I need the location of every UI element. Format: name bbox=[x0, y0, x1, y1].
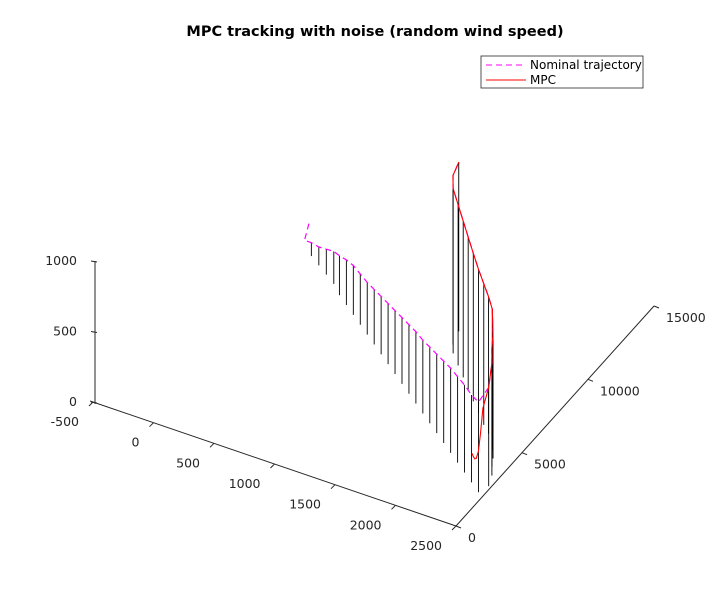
z-tick-label: 500 bbox=[53, 324, 77, 339]
series-line-mpc bbox=[452, 161, 494, 460]
legend-label-nominal-trajectory: Nominal trajectory bbox=[530, 58, 642, 72]
stems-layer bbox=[310, 162, 494, 493]
x-tick-mark bbox=[209, 442, 215, 448]
legend: Nominal trajectory MPC bbox=[480, 55, 644, 89]
x-tick-mark bbox=[451, 525, 457, 531]
x-tick-mark bbox=[391, 504, 396, 510]
series-layer bbox=[303, 161, 494, 460]
series-line-nominal-trajectory bbox=[303, 161, 494, 403]
z-tick-mark bbox=[90, 401, 98, 404]
x-tick-mark bbox=[270, 463, 275, 469]
y-tick-label: 0 bbox=[468, 530, 476, 545]
x-tick-mark bbox=[149, 422, 154, 428]
x-tick-label: 1500 bbox=[289, 497, 321, 512]
x-tick-mark bbox=[330, 484, 336, 490]
y-tick-label: 5000 bbox=[534, 457, 566, 472]
z-tick-mark bbox=[90, 260, 98, 263]
x-tick-label: -500 bbox=[51, 414, 79, 429]
z-tick-label: 1000 bbox=[45, 253, 77, 268]
x-tick-label: 0 bbox=[132, 435, 140, 450]
z-tick-label: 0 bbox=[69, 394, 77, 409]
legend-box bbox=[480, 55, 644, 89]
y-tick-mark bbox=[653, 305, 660, 309]
y-tick-mark bbox=[587, 378, 594, 382]
y-axis-line bbox=[455, 305, 655, 527]
x-tick-label: 2000 bbox=[350, 517, 382, 532]
z-tick-mark bbox=[90, 331, 98, 333]
ticks-layer: -500 0 500 1000 1500 2000 2500 0 5000 10000 15000 0… bbox=[45, 253, 706, 553]
x-tick-label: 500 bbox=[176, 455, 200, 470]
x-tick-label: 2500 bbox=[410, 538, 442, 553]
y-tick-label: 10000 bbox=[600, 383, 640, 398]
legend-label-mpc: MPC bbox=[530, 73, 556, 87]
chart-title: MPC tracking with noise (random wind spe… bbox=[186, 24, 563, 40]
y-tick-label: 15000 bbox=[666, 310, 706, 325]
y-tick-mark bbox=[521, 452, 528, 456]
x-tick-label: 1000 bbox=[229, 476, 261, 491]
y-tick-mark bbox=[455, 525, 462, 529]
